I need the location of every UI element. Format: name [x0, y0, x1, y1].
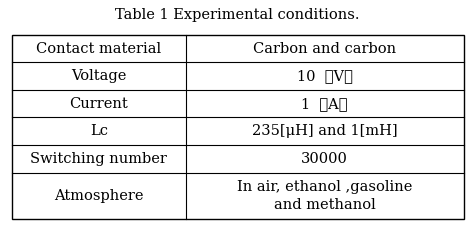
- Text: 10  ［V］: 10 ［V］: [297, 69, 353, 83]
- Text: 1  ［A］: 1 ［A］: [301, 97, 348, 111]
- Text: Switching number: Switching number: [30, 152, 167, 166]
- Bar: [12, 35, 464, 219]
- Text: 235[μH] and 1[mH]: 235[μH] and 1[mH]: [252, 124, 398, 138]
- Text: In air, ethanol ,gasoline
and methanol: In air, ethanol ,gasoline and methanol: [237, 180, 412, 212]
- Text: Current: Current: [69, 97, 128, 111]
- Text: 30000: 30000: [301, 152, 348, 166]
- Text: Contact material: Contact material: [36, 42, 161, 56]
- Text: Lc: Lc: [90, 124, 108, 138]
- Text: Voltage: Voltage: [71, 69, 127, 83]
- Text: Atmosphere: Atmosphere: [54, 189, 144, 203]
- Text: Table 1 Experimental conditions.: Table 1 Experimental conditions.: [115, 8, 359, 22]
- Text: Carbon and carbon: Carbon and carbon: [253, 42, 396, 56]
